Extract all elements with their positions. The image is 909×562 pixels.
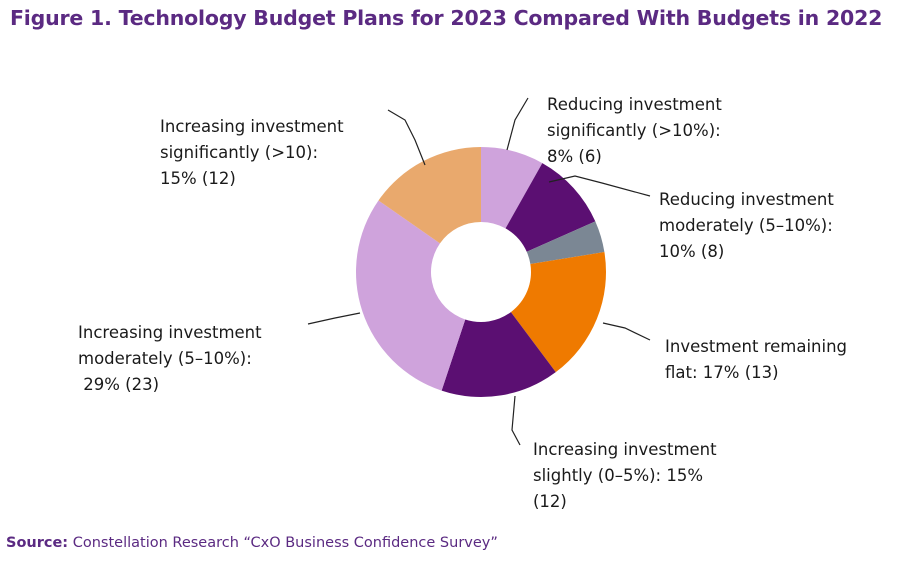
slice-label-0: Reducing investment significantly (>10%):… xyxy=(547,95,722,166)
leader-line-5 xyxy=(387,109,426,166)
slice-label-line: Reducing investment xyxy=(659,190,834,209)
slice-6 xyxy=(378,147,481,244)
source-note: Source: Constellation Research “CxO Busi… xyxy=(6,535,498,551)
slice-4 xyxy=(441,312,556,397)
leader-line-0 xyxy=(506,97,529,151)
chart-title: Figure 1. Technology Budget Plans for 20… xyxy=(10,6,883,30)
slice-5 xyxy=(355,200,466,391)
leader-lines xyxy=(307,97,651,446)
slice-label-line: significantly (>10%): xyxy=(547,121,721,140)
slice-label-4: Increasing investment slightly (0–5%): 15… xyxy=(533,440,717,511)
slice-label-line: 8% (6) xyxy=(547,147,602,166)
slice-label-line: slightly (0–5%): 15% xyxy=(533,466,703,485)
slice-label-line: (12) xyxy=(533,492,567,511)
slice-label-line: Investment remaining xyxy=(665,337,847,356)
leader-line-2 xyxy=(602,322,651,341)
slice-label-line: Increasing investment xyxy=(160,117,344,136)
slice-label-line: 15% (12) xyxy=(160,169,236,188)
slice-label-line: 29% (23) xyxy=(78,375,159,394)
slice-0 xyxy=(481,147,543,229)
slice-label-6: Increasing investment significantly (>10)… xyxy=(160,117,344,188)
slice-label-line: Increasing investment xyxy=(533,440,717,459)
source-prefix: Source: xyxy=(6,535,69,551)
slice-2 xyxy=(526,221,605,265)
slice-3 xyxy=(510,252,606,373)
slice-label-5: Increasing investment moderately (5–10%):… xyxy=(78,323,262,394)
slice-1 xyxy=(505,163,596,252)
slice-label-line: Increasing investment xyxy=(78,323,262,342)
leader-line-4 xyxy=(307,312,361,325)
slice-label-line: Reducing investment xyxy=(547,95,722,114)
slice-label-line: 10% (8) xyxy=(659,242,724,261)
leader-line-1 xyxy=(548,175,651,197)
leader-line-3 xyxy=(511,395,521,446)
slice-label-line: significantly (>10): xyxy=(160,143,318,162)
donut-chart: Reducing investment significantly (>10%):… xyxy=(78,95,847,511)
slice-labels: Reducing investment significantly (>10%):… xyxy=(78,95,847,511)
slice-label-line: moderately (5–10%): xyxy=(78,349,252,368)
slice-label-line: moderately (5–10%): xyxy=(659,216,833,235)
slice-label-line: flat: 17% (13) xyxy=(665,363,779,382)
donut-slices xyxy=(355,147,606,397)
slice-label-1: Reducing investment moderately (5–10%): 10… xyxy=(659,190,834,261)
slice-label-3: Investment remaining flat: 17% (13) xyxy=(665,337,847,382)
source-text: Constellation Research “CxO Business Con… xyxy=(72,535,498,551)
